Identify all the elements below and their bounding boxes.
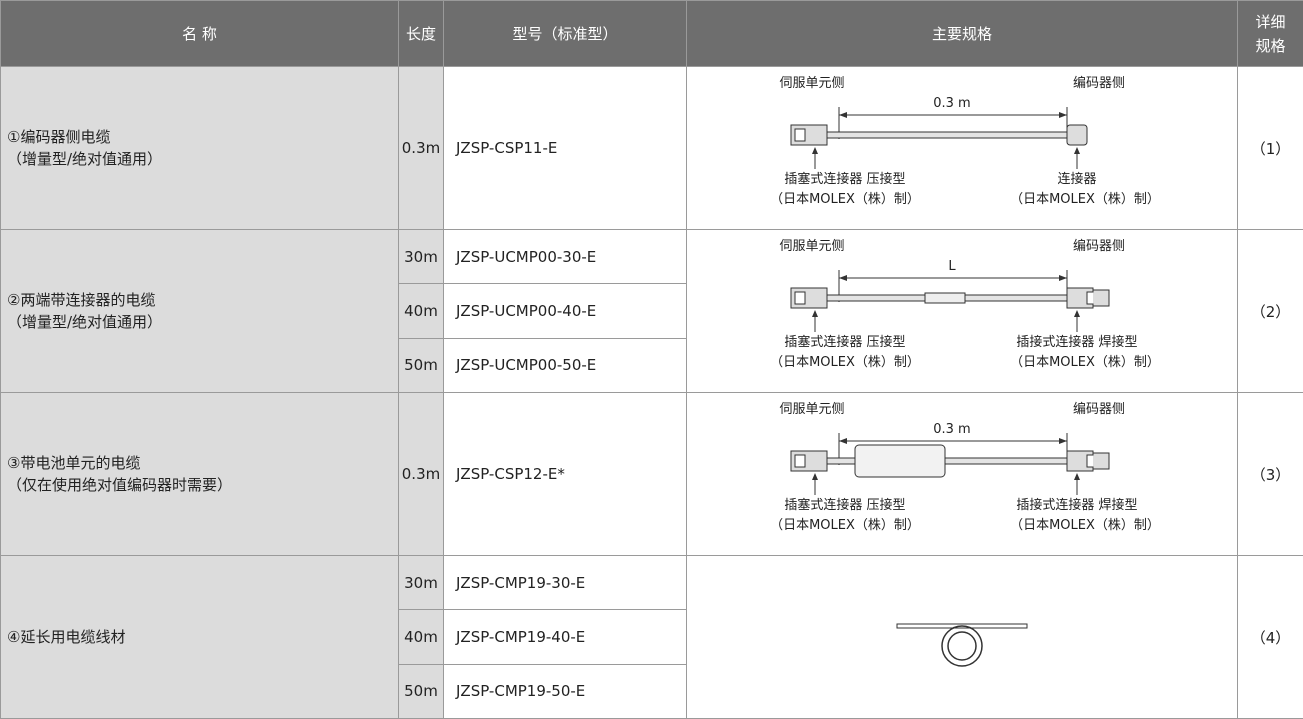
right-maker-label: （日本MOLEX（株）制）	[1010, 355, 1160, 370]
model-cell: JZSP-UCMP00-30-E	[444, 230, 687, 284]
length-cell: 0.3m	[399, 393, 444, 556]
name-text: ④延长用电缆线材	[7, 626, 398, 648]
length-label: 0.3 m	[933, 96, 970, 111]
detail-cell: （1）	[1238, 67, 1303, 230]
name-text: ①编码器侧电缆	[7, 126, 398, 148]
right-connector	[1067, 125, 1087, 145]
pointer-head	[812, 473, 1080, 480]
header-text: 详细规格	[1254, 10, 1288, 58]
detail-cell: （3）	[1238, 393, 1303, 556]
left-connector-face	[795, 129, 805, 141]
length-label: L	[948, 259, 956, 274]
model-cell: JZSP-CMP19-30-E	[444, 556, 687, 610]
sleeve	[925, 293, 965, 303]
right-side-label: 编码器侧	[1073, 402, 1125, 417]
right-maker-label: （日本MOLEX（株）制）	[1010, 192, 1160, 207]
right-connector-label: 连接器	[1057, 171, 1096, 187]
name-text: ③带电池单元的电缆	[7, 452, 398, 474]
right-side-label: 编码器侧	[1073, 76, 1125, 91]
header-cell: 长度	[399, 1, 444, 67]
pointer-head	[812, 147, 1080, 154]
left-side-label: 伺服单元侧	[779, 239, 844, 254]
model-cell: JZSP-CSP11-E	[444, 67, 687, 230]
left-connector-face	[795, 455, 805, 467]
left-maker-label: （日本MOLEX（株）制）	[770, 518, 920, 533]
name-cell: ④延长用电缆线材	[1, 556, 399, 719]
model-cell: JZSP-UCMP00-40-E	[444, 284, 687, 338]
right-side-label: 编码器侧	[1073, 239, 1125, 254]
left-side-label: 伺服单元侧	[779, 76, 844, 91]
note-text: （仅在使用绝对值编码器时需要）	[7, 474, 398, 496]
model-cell: JZSP-UCMP00-50-E	[444, 338, 687, 392]
left-maker-label: （日本MOLEX（株）制）	[770, 355, 920, 370]
length-cell: 40m	[399, 610, 444, 664]
right-connector	[1067, 288, 1109, 308]
spec-cell: 伺服单元侧 L 编码器侧插塞式连接器 压接型 （日本MOLEX（株）制） 插接式连接器 …	[687, 230, 1238, 393]
length-cell: 30m	[399, 230, 444, 284]
length-cell: 30m	[399, 556, 444, 610]
cable	[827, 132, 1067, 138]
spec-cell: 伺服单元侧 0.3 m 编码器侧插塞式连接器 压接型 （日本MOLEX（株）制） 连接器…	[687, 67, 1238, 230]
left-connector-face	[795, 292, 805, 304]
left-maker-label: （日本MOLEX（株）制）	[770, 192, 920, 207]
header-cell: 名 称	[1, 1, 399, 67]
left-side-label: 伺服单元侧	[779, 402, 844, 417]
name-cell: ①编码器侧电缆（增量型/绝对值通用）	[1, 67, 399, 230]
right-connector-label: 插接式连接器 焊接型	[1016, 497, 1137, 513]
spec-cell: 伺服单元侧 0.3 m 编码器侧插塞式连接器 压接型 （日本MOLEX（株）制） 插接式…	[687, 393, 1238, 556]
right-connector-label: 插接式连接器 焊接型	[1016, 334, 1137, 350]
detail-cell: （2）	[1238, 230, 1303, 393]
length-cell: 40m	[399, 284, 444, 338]
length-cell: 50m	[399, 338, 444, 392]
left-connector-label: 插塞式连接器 压接型	[784, 497, 905, 513]
cable-coil	[687, 556, 1236, 714]
name-text: ②两端带连接器的电缆	[7, 289, 398, 311]
header-cell: 型号（标准型）	[444, 1, 687, 67]
name-cell: ③带电池单元的电缆（仅在使用绝对值编码器时需要）	[1, 393, 399, 556]
header-row: 名 称 长度 型号（标准型） 主要规格 详细规格	[1, 1, 1303, 67]
length-label: 0.3 m	[933, 422, 970, 437]
model-cell: JZSP-CMP19-50-E	[444, 664, 687, 718]
length-cell: 0.3m	[399, 67, 444, 230]
length-cell: 50m	[399, 664, 444, 718]
left-connector-label: 插塞式连接器 压接型	[784, 171, 905, 187]
right-connector	[1067, 451, 1109, 471]
model-cell: JZSP-CSP12-E*	[444, 393, 687, 556]
coil-inner	[948, 632, 976, 660]
model-cell: JZSP-CMP19-40-E	[444, 610, 687, 664]
detail-cell: （4）	[1238, 556, 1303, 719]
pointer-head	[812, 310, 1080, 317]
note-text: （增量型/绝对值通用）	[7, 311, 398, 333]
header-cell: 详细规格	[1238, 1, 1303, 67]
right-maker-label: （日本MOLEX（株）制）	[1010, 518, 1160, 533]
header-cell: 主要规格	[687, 1, 1238, 67]
spec-cell	[687, 556, 1238, 719]
note-text: （增量型/绝对值通用）	[7, 148, 398, 170]
name-cell: ②两端带连接器的电缆（增量型/绝对值通用）	[1, 230, 399, 393]
left-connector-label: 插塞式连接器 压接型	[784, 334, 905, 350]
battery-box	[855, 445, 945, 477]
